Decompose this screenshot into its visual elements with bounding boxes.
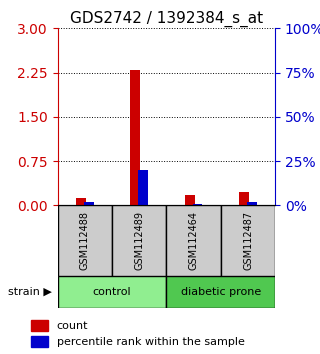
Text: count: count xyxy=(57,321,88,331)
Text: strain ▶: strain ▶ xyxy=(8,287,52,297)
Bar xyxy=(31,336,48,347)
Text: diabetic prone: diabetic prone xyxy=(181,287,261,297)
Text: GSM112488: GSM112488 xyxy=(80,211,90,270)
FancyBboxPatch shape xyxy=(221,205,275,276)
FancyBboxPatch shape xyxy=(58,205,112,276)
Bar xyxy=(138,170,148,205)
Bar xyxy=(185,195,195,205)
Bar xyxy=(239,192,249,205)
Bar xyxy=(247,202,257,205)
Text: control: control xyxy=(93,287,131,297)
Bar xyxy=(131,70,140,205)
Title: GDS2742 / 1392384_s_at: GDS2742 / 1392384_s_at xyxy=(70,11,263,27)
Bar xyxy=(76,198,86,205)
Bar xyxy=(31,320,48,331)
Text: GSM112487: GSM112487 xyxy=(243,211,253,270)
Text: percentile rank within the sample: percentile rank within the sample xyxy=(57,337,244,347)
FancyBboxPatch shape xyxy=(166,276,275,308)
FancyBboxPatch shape xyxy=(58,276,166,308)
Text: GSM112464: GSM112464 xyxy=(188,211,199,270)
FancyBboxPatch shape xyxy=(112,205,166,276)
FancyBboxPatch shape xyxy=(166,205,221,276)
Bar xyxy=(193,204,202,205)
Text: GSM112489: GSM112489 xyxy=(134,211,144,270)
Bar xyxy=(84,202,93,205)
